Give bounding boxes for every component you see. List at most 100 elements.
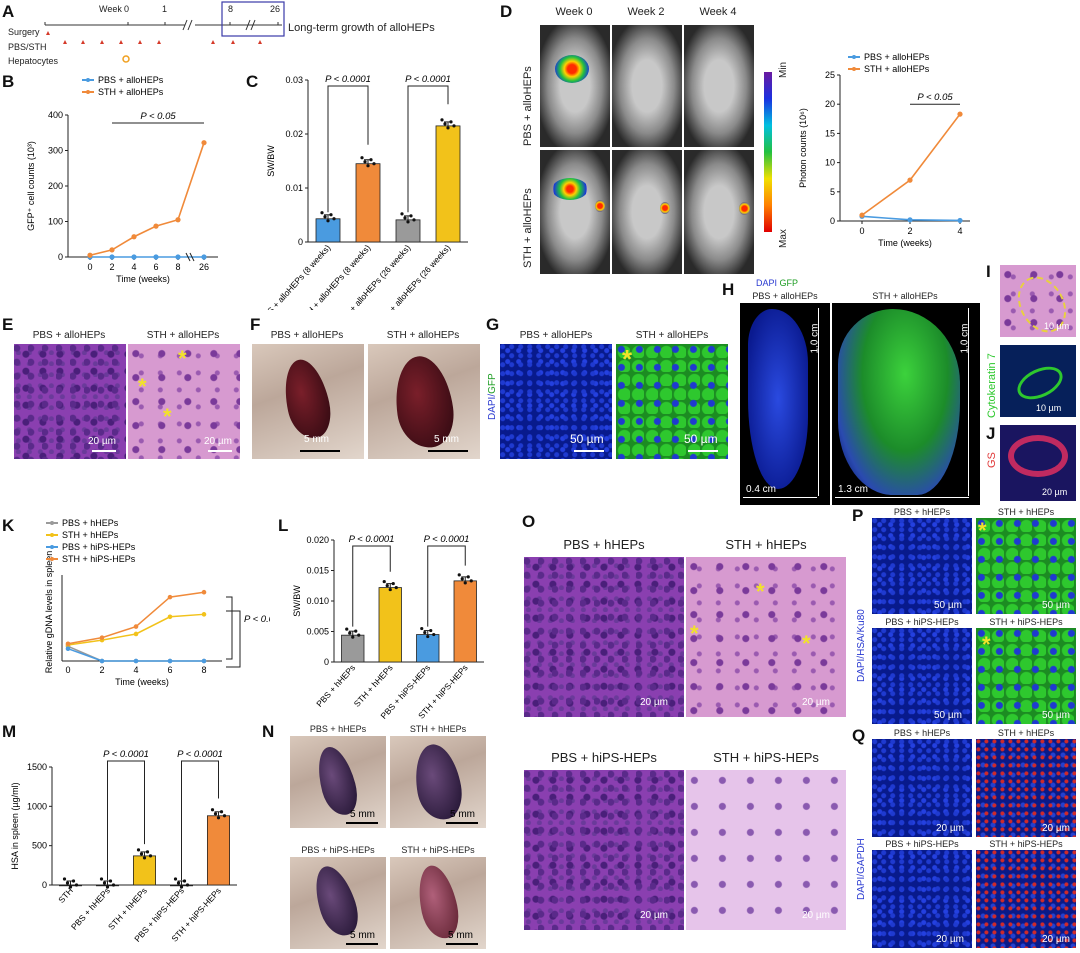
n-scalebar xyxy=(446,822,478,824)
data-dot xyxy=(323,215,327,219)
o-title-tl: PBS + hHEPs xyxy=(563,537,645,552)
data-dot xyxy=(68,885,73,889)
d-col-week2: Week 2 xyxy=(627,6,665,18)
significance-bracket xyxy=(107,760,145,881)
g-scalebar-left xyxy=(574,450,604,452)
y-tick-label: 10 xyxy=(825,158,835,168)
star-marker: * xyxy=(690,621,699,646)
h-dim-line xyxy=(835,497,969,498)
o-scale-br: 20 µm xyxy=(802,910,830,921)
data-dot xyxy=(403,216,407,220)
star-marker: * xyxy=(756,579,765,604)
q-fluor-tr: 20 µm xyxy=(976,739,1076,837)
y-tick-label: 500 xyxy=(32,841,47,851)
y-axis-label: Photon counts (10⁶) xyxy=(798,108,808,188)
panel-label-o: O xyxy=(522,512,536,531)
g-scalebar-right xyxy=(688,450,718,452)
y-tick-label: 0.015 xyxy=(306,566,329,576)
panel-label-a: A xyxy=(2,2,15,21)
y-tick-label: 1000 xyxy=(27,801,47,811)
spleen-section xyxy=(838,309,960,495)
chart-d-line: 0 5 10 15 20 25 Photon counts (10⁶) 0 2 4 Time (we… xyxy=(798,52,970,248)
f-title-sth: STH + alloHEPs xyxy=(386,330,460,341)
f-photo-pbs xyxy=(252,344,364,459)
bar xyxy=(206,815,230,886)
j-stain-label: GS xyxy=(986,452,998,468)
bar xyxy=(355,163,381,243)
h-title-sth: STH + alloHEPs xyxy=(872,291,938,301)
data-dot xyxy=(105,885,110,889)
legend-label: PBS + alloHEPs xyxy=(98,75,164,85)
y-tick-label: 0.020 xyxy=(306,535,329,545)
legend-marker xyxy=(852,55,856,59)
data-dot xyxy=(423,630,427,635)
data-point xyxy=(167,614,173,620)
o-title-bl: PBS + hiPS-HEPs xyxy=(551,750,657,765)
timeline-tick-8: 8 xyxy=(228,4,234,14)
legend-label: STH + alloHEPs xyxy=(98,87,164,97)
data-dot xyxy=(357,633,361,637)
data-point xyxy=(201,612,207,617)
star-marker: * xyxy=(982,632,991,657)
p-value-label: P < 0.0001 xyxy=(405,74,451,85)
data-dot xyxy=(222,814,227,818)
p-value-label: P < 0.05 xyxy=(140,111,176,122)
p-value-label: P < 0.0001 xyxy=(103,749,149,760)
n-scalebar xyxy=(446,943,478,945)
n-title-tl: PBS + hHEPs xyxy=(309,724,367,734)
q-scale-br: 20 µm xyxy=(1042,934,1070,945)
bli-sth-week2 xyxy=(612,150,682,274)
data-point xyxy=(907,217,913,223)
y-tick-label: 25 xyxy=(825,70,835,80)
y-tick-label: 300 xyxy=(48,146,63,156)
y-tick-label: 0.010 xyxy=(306,596,329,606)
y-axis-label: GFP⁺ cell counts (10³) xyxy=(26,141,36,231)
y-axis-label: Relative gDNA levels in spleen xyxy=(44,551,54,674)
data-dot xyxy=(432,632,436,637)
d-row-sth: STH + alloHEPs xyxy=(522,188,534,268)
star-marker: * xyxy=(802,631,811,656)
panel-label-k: K xyxy=(2,516,15,535)
d-row-pbs: PBS + alloHEPs xyxy=(522,66,534,146)
g-scale-right: 50 µm xyxy=(684,432,718,446)
significance-bracket xyxy=(327,85,369,213)
j-gs: 20 µm xyxy=(1000,425,1076,501)
p-title-bl: PBS + hiPS-HEPs xyxy=(885,617,959,627)
x-tick-label: 4 xyxy=(957,226,962,236)
p-stain-label: DAPI/HSA/Ku80 xyxy=(856,609,867,682)
q-title-tr: STH + hHEPs xyxy=(997,728,1055,738)
x-tick-label: 2 xyxy=(99,665,104,675)
p-scale-tr: 50 µm xyxy=(1042,600,1070,611)
data-point xyxy=(133,658,139,664)
o-scale-bl: 20 µm xyxy=(640,910,668,921)
data-dot xyxy=(345,627,349,631)
data-dot xyxy=(145,850,150,854)
y-axis-label: HSA in spleen (µg/ml) xyxy=(10,782,20,869)
o-scale-tl: 20 µm xyxy=(640,697,668,708)
series-line-1 xyxy=(861,113,961,216)
star-marker: * xyxy=(138,374,147,399)
data-dot xyxy=(329,213,333,217)
data-dot xyxy=(443,122,447,126)
bar xyxy=(341,634,365,663)
g-scale-left: 50 µm xyxy=(570,432,604,446)
j-scale: 20 µm xyxy=(1042,487,1068,497)
bar xyxy=(453,580,477,663)
data-dot xyxy=(348,631,352,635)
panel-label-i: I xyxy=(986,262,991,281)
e-scale-left: 20 µm xyxy=(88,436,116,447)
data-dot xyxy=(391,581,395,586)
o-title-tr: STH + hHEPs xyxy=(725,537,807,552)
y-tick-label: 0 xyxy=(298,237,303,247)
x-tick-label: 4 xyxy=(133,665,138,675)
panel-label-e: E xyxy=(2,315,14,334)
e-scalebar-left xyxy=(92,450,116,452)
timeline-row-pbs-sth: PBS/STH xyxy=(8,42,47,52)
data-point xyxy=(957,217,963,224)
significance-bracket xyxy=(226,596,233,660)
data-dot xyxy=(388,587,392,592)
data-dot xyxy=(136,848,141,852)
data-dot xyxy=(400,212,404,216)
data-point xyxy=(87,252,93,258)
